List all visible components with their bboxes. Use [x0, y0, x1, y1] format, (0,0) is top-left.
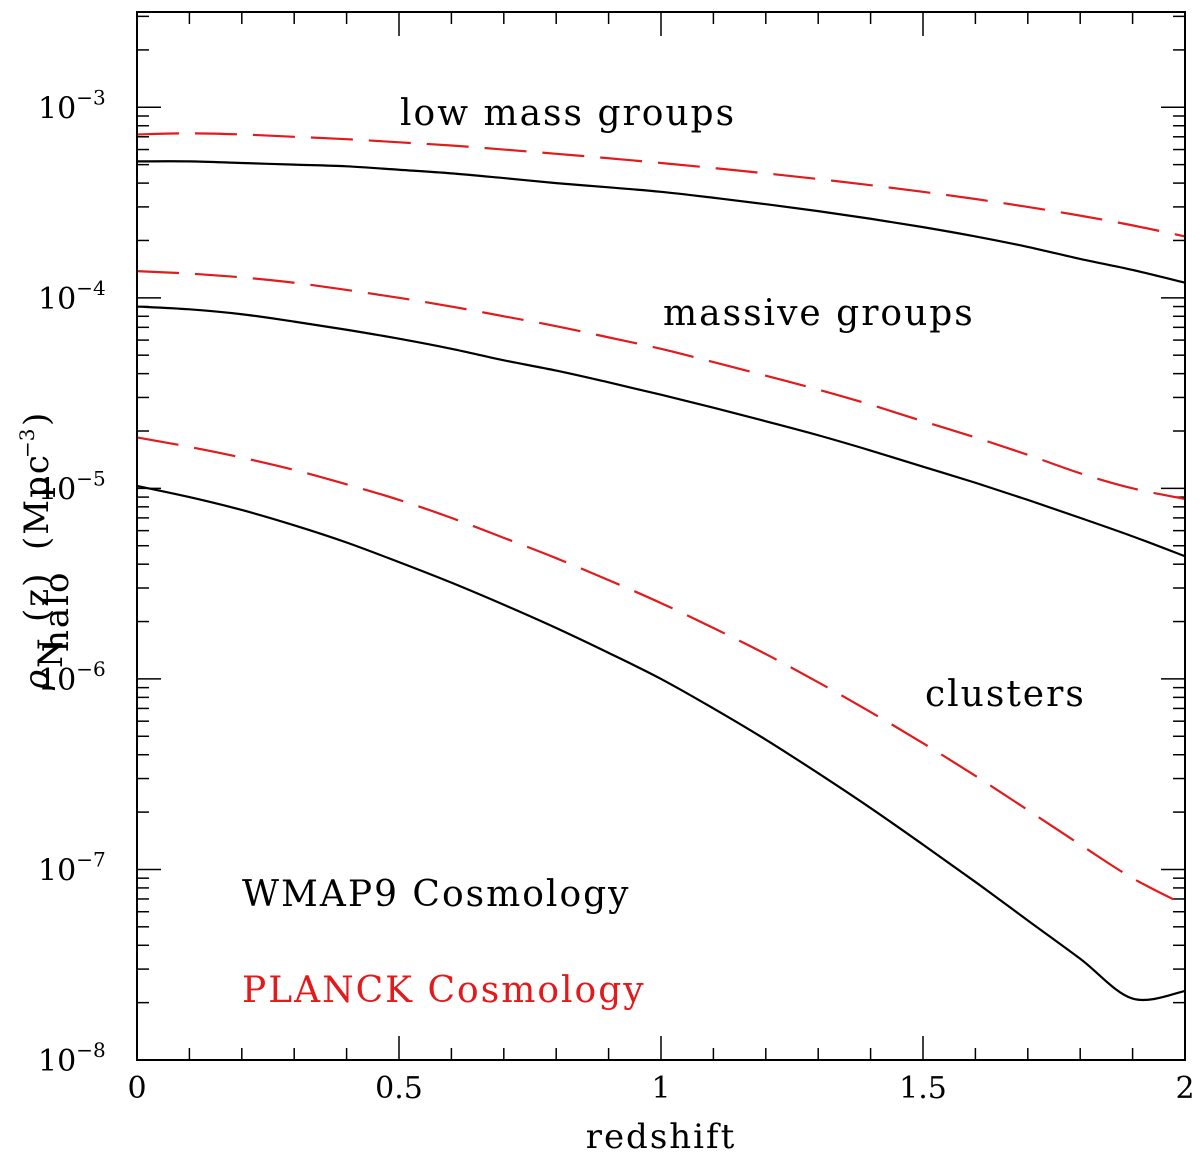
y-label-units: (Mpc	[17, 453, 57, 550]
series-line-wmap9-massive-groups	[136, 305, 1186, 558]
series-line-wmap9-clusters	[136, 484, 1186, 1001]
x-tick-label: 2	[1175, 1071, 1194, 1106]
y-label-sub-subscript: halo	[37, 570, 77, 652]
y-label-units-close: )	[17, 411, 57, 426]
y-tick-label: 10−8	[38, 1038, 106, 1079]
annotation-low-mass-groups: low mass groups	[400, 93, 736, 134]
annotation-massive-groups: massive groups	[663, 293, 975, 334]
x-tick-label: 1	[651, 1071, 670, 1106]
series-line-wmap9-low-mass-groups	[136, 160, 1186, 284]
y-label-subscript: N	[31, 636, 71, 668]
plot-frame	[136, 11, 1186, 1061]
series-line-planck-low-mass-groups	[136, 132, 1186, 238]
legend-wmap9: WMAP9 Cosmology	[242, 874, 631, 915]
y-tick-label: 10−4	[38, 276, 106, 317]
y-tick-labels: 10−8 10−7 10−6 10−5 10−4 10−3	[38, 85, 106, 1079]
series-layer	[136, 132, 1186, 1001]
series-line-planck-massive-groups	[136, 270, 1186, 501]
x-tick-label: 0.5	[375, 1071, 423, 1106]
series-line-planck-clusters	[136, 436, 1186, 907]
y-label-units-exp: −3	[15, 429, 39, 458]
y-label-symbol: ρ	[17, 668, 57, 691]
y-tick-label: 10−6	[38, 657, 106, 698]
x-tick-label: 0	[127, 1071, 146, 1106]
y-axis-label: ρ N halo (z) (Mpc −3 )	[15, 411, 77, 691]
annotation-clusters: clusters	[925, 674, 1086, 715]
legend-planck: PLANCK Cosmology	[242, 970, 646, 1011]
y-label-argument: (z)	[17, 572, 57, 622]
x-tick-label: 1.5	[899, 1071, 947, 1106]
minor-ticks	[137, 12, 1185, 1060]
x-axis-label: redshift	[586, 1117, 737, 1155]
y-tick-label: 10−7	[38, 847, 106, 888]
y-tick-label: 10−5	[38, 466, 106, 507]
x-tick-labels: 0 0.5 1 1.5 2	[127, 1071, 1194, 1106]
y-tick-label: 10−3	[38, 85, 106, 126]
